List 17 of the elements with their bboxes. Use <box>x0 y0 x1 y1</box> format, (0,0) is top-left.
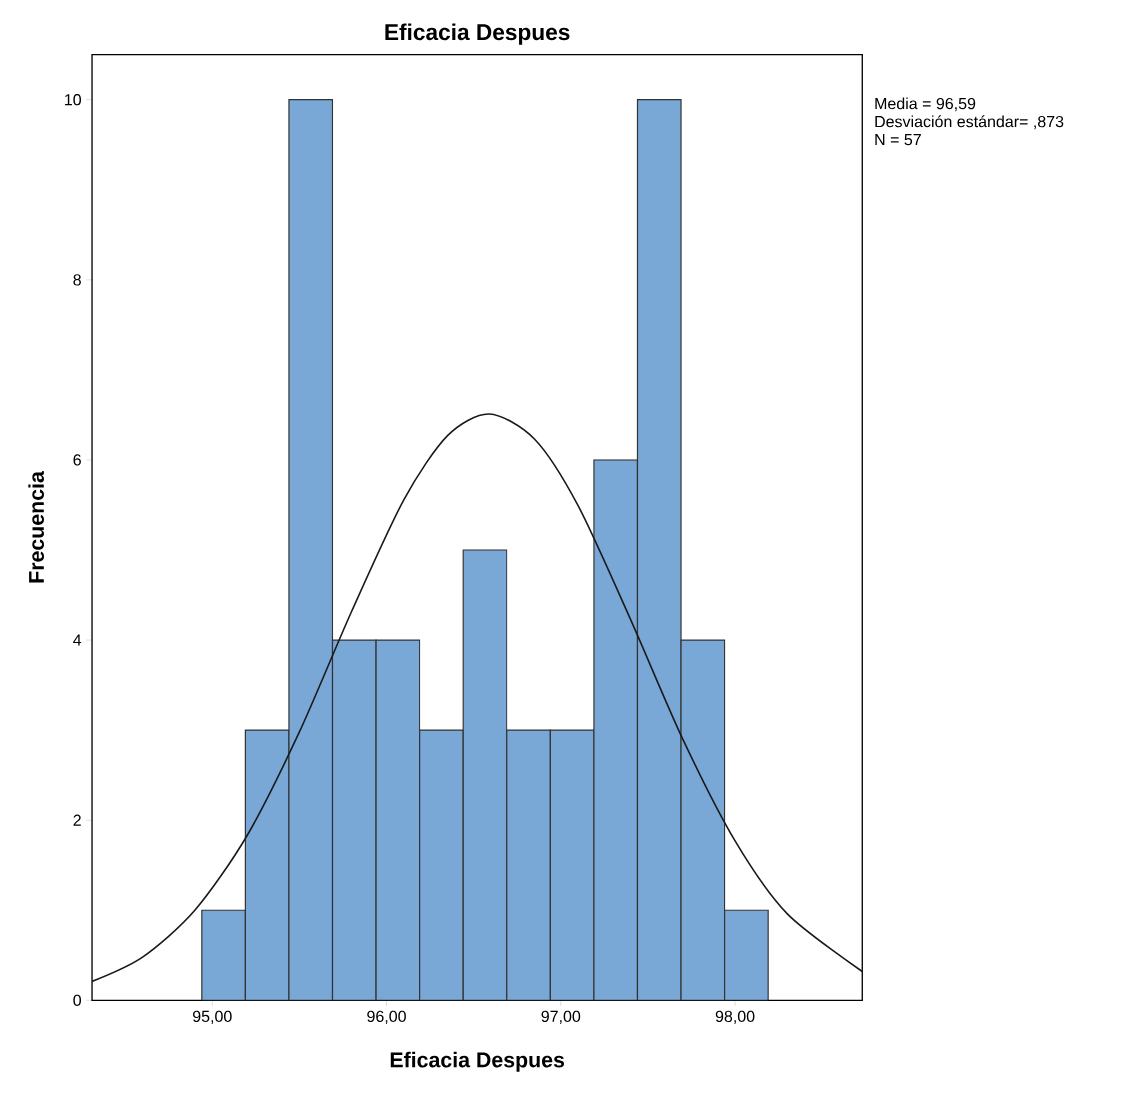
y-tick-label: 0 <box>73 994 82 1006</box>
x-tick-label: 96,00 <box>367 1010 406 1024</box>
text: Media = 96,59 <box>875 97 976 111</box>
x-tick-label: 98,00 <box>715 1010 755 1024</box>
x-axis-title: Eficacia Despues <box>390 1051 565 1072</box>
text: Desviación estándar= ,873 <box>875 115 1064 129</box>
y-axis-title: Frecuencia <box>28 470 44 583</box>
y-tick-label: 10 <box>65 93 81 106</box>
x-tick-label: 95,00 <box>193 1010 232 1024</box>
chart-title: Eficacia Despues <box>385 23 570 45</box>
line-series <box>92 413 863 983</box>
y-tick-label: 4 <box>73 634 82 646</box>
y-tick-label: 8 <box>73 274 81 286</box>
x-tick-label: 97,00 <box>541 1010 581 1024</box>
y-tick-label: 6 <box>73 454 81 466</box>
text: N = 57 <box>875 133 921 146</box>
y-tick-label: 2 <box>73 814 81 826</box>
